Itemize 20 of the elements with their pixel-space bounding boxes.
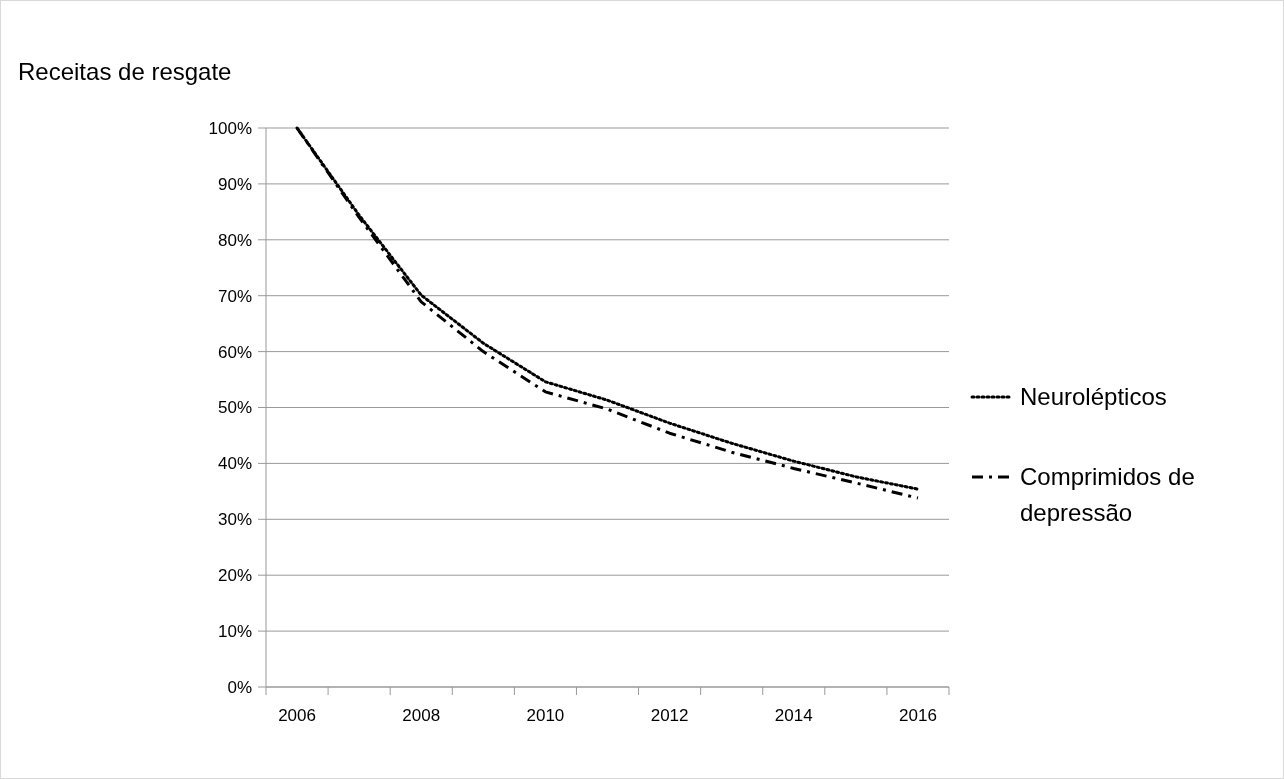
x-tick-label: 2008 <box>402 706 441 725</box>
y-tick-label: 20% <box>217 566 252 586</box>
y-tick-label: 70% <box>217 286 252 306</box>
chart-title: Receitas de resgate <box>18 58 232 85</box>
x-tick-label: 2010 <box>526 706 565 725</box>
y-tick-label: 40% <box>217 454 252 474</box>
x-tick-label: 2006 <box>278 706 316 725</box>
y-tick-label: 100% <box>208 118 252 138</box>
y-tick-label: 0% <box>227 677 252 697</box>
y-tick-label: 80% <box>217 230 252 250</box>
legend-label: Comprimidos de depressão <box>1020 463 1195 526</box>
y-tick-label: 60% <box>217 342 252 362</box>
y-tick-label: 90% <box>217 174 252 194</box>
y-tick-label: 50% <box>217 398 252 418</box>
legend-label: Neurolépticos <box>1020 383 1167 410</box>
y-tick-label: 10% <box>217 622 252 642</box>
x-tick-label: 2012 <box>650 706 689 725</box>
x-tick-label: 2016 <box>899 706 937 725</box>
y-tick-label: 30% <box>217 510 252 530</box>
x-tick-label: 2014 <box>774 706 813 725</box>
